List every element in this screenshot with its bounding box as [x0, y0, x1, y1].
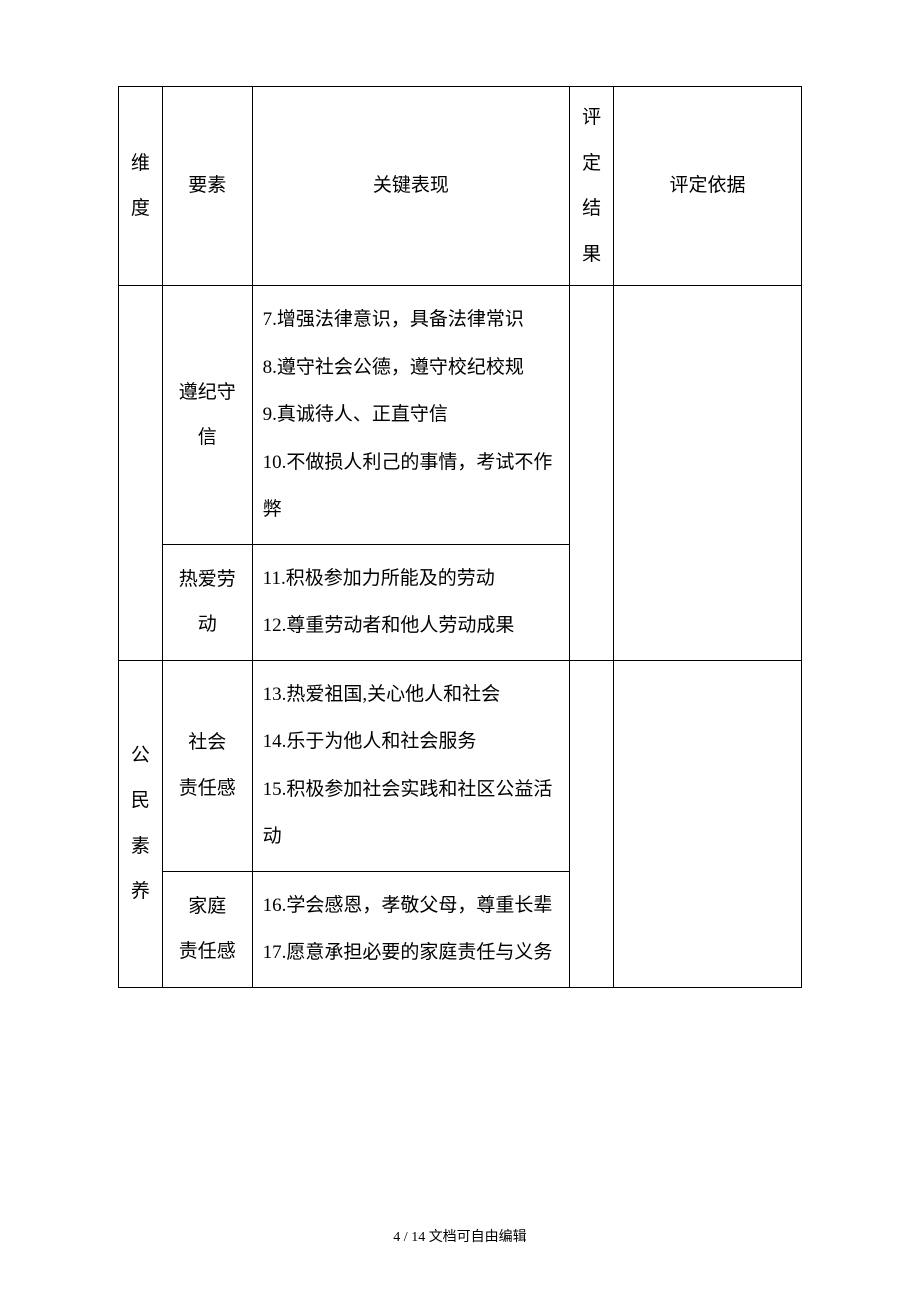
- header-dimension-c2: 度: [123, 186, 158, 232]
- element-cell-0-0: 遵纪守 信: [162, 286, 252, 545]
- table-row: 遵纪守 信 7.增强法律意识，具备法律常识8.遵守社会公德，遵守校纪校规9.真诚…: [119, 286, 802, 545]
- header-performance: 关键表现: [252, 87, 569, 286]
- evaluation-table: 维 度 要素 关键表现 评 定 结 果 评定依据 遵纪守 信 7.增强法律意识，…: [118, 86, 802, 988]
- header-dimension-c1: 维: [123, 141, 158, 187]
- header-row: 维 度 要素 关键表现 评 定 结 果 评定依据: [119, 87, 802, 286]
- result-cell-0: [570, 286, 614, 661]
- footer-note: 文档可自由编辑: [429, 1230, 527, 1245]
- header-result-c2: 定: [574, 141, 609, 187]
- header-basis: 评定依据: [614, 87, 802, 286]
- dimension-cell-1: 公 民 素 养: [119, 660, 163, 987]
- header-result: 评 定 结 果: [570, 87, 614, 286]
- table-row: 公 民 素 养 社会 责任感 13.热爱祖国,关心他人和社会14.乐于为他人和社…: [119, 660, 802, 871]
- dimension-cell-0: [119, 286, 163, 661]
- performance-cell-0-0: 7.增强法律意识，具备法律常识8.遵守社会公德，遵守校纪校规9.真诚待人、正直守…: [252, 286, 569, 545]
- element-cell-0-1: 热爱劳 动: [162, 544, 252, 660]
- footer-page-current: 4: [393, 1230, 400, 1245]
- performance-cell-0-1: 11.积极参加力所能及的劳动12.尊重劳动者和他人劳动成果: [252, 544, 569, 660]
- header-element: 要素: [162, 87, 252, 286]
- element-cell-1-1: 家庭 责任感: [162, 871, 252, 987]
- header-result-c1: 评: [574, 95, 609, 141]
- page-footer: 4 / 14 文档可自由编辑: [0, 1226, 920, 1246]
- performance-cell-1-1: 16.学会感恩，孝敬父母，尊重长辈17.愿意承担必要的家庭责任与义务: [252, 871, 569, 987]
- header-result-c4: 果: [574, 232, 609, 278]
- header-result-c3: 结: [574, 186, 609, 232]
- element-cell-1-0: 社会 责任感: [162, 660, 252, 871]
- footer-page-total: 14: [411, 1230, 425, 1245]
- header-dimension: 维 度: [119, 87, 163, 286]
- performance-cell-1-0: 13.热爱祖国,关心他人和社会14.乐于为他人和社会服务15.积极参加社会实践和…: [252, 660, 569, 871]
- basis-cell-1: [614, 660, 802, 987]
- result-cell-1: [570, 660, 614, 987]
- basis-cell-0: [614, 286, 802, 661]
